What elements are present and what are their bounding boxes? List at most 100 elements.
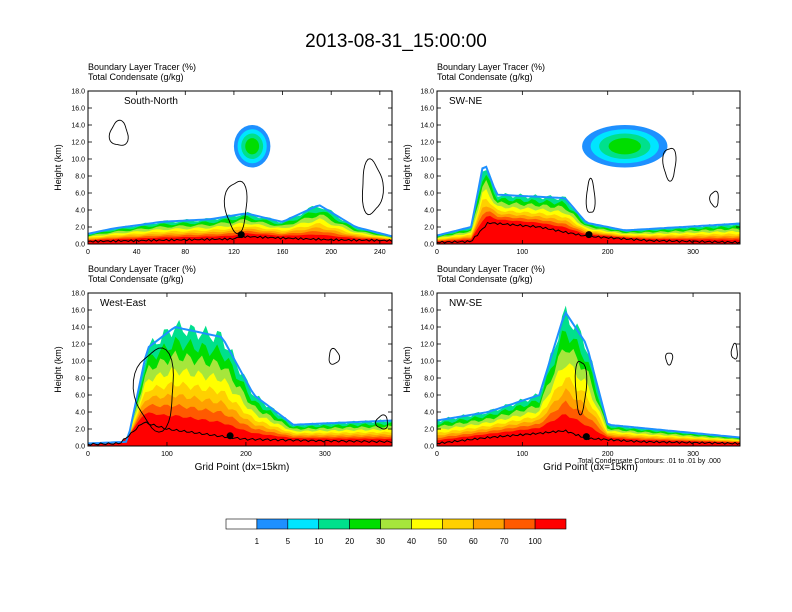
condensate-contour [665, 352, 674, 366]
panel-title-tracer: Boundary Layer Tracer (%) [88, 62, 197, 72]
colorbar-swatch [472, 518, 505, 530]
y-tick-label: 10.0 [71, 359, 85, 366]
y-tick-label: 12.0 [71, 140, 85, 147]
condensate-contour [328, 347, 341, 365]
panel-title-condensate: Total Condensate (g/kg) [88, 274, 184, 284]
colorbar-swatch [442, 518, 474, 530]
tracer-layer [437, 414, 740, 446]
panel-title-condensate: Total Condensate (g/kg) [88, 72, 184, 82]
colorbar-swatch [318, 518, 350, 530]
panel-title-tracer: Boundary Layer Tracer (%) [88, 264, 197, 274]
colorbar-swatch [349, 518, 381, 530]
terrain-line [87, 421, 393, 446]
tracer-layer [88, 412, 392, 446]
panel-label: NW-SE [449, 298, 482, 309]
y-tick-label: 14.0 [420, 123, 434, 130]
y-tick-label: 10.0 [420, 157, 434, 164]
location-marker [237, 231, 245, 239]
y-tick-label: 8.0 [75, 376, 85, 383]
x-tick-label: 240 [374, 249, 386, 256]
plot-frame [87, 90, 393, 245]
tracer-layer [437, 215, 740, 244]
colorbar-label: 20 [345, 537, 354, 546]
y-tick-label: 2.0 [424, 225, 434, 232]
y-tick-label: 6.0 [424, 393, 434, 400]
y-tick-label: 6.0 [75, 393, 85, 400]
condensate-contour [132, 347, 174, 433]
colorbar-swatch [256, 518, 289, 530]
colorbar-swatch [287, 518, 320, 530]
y-tick-label: 4.0 [75, 208, 85, 215]
condensate-contour [585, 177, 596, 213]
y-tick-label: 6.0 [424, 191, 434, 198]
y-tick-label: 2.0 [75, 225, 85, 232]
tracer-edge [436, 165, 741, 237]
colorbar-label: 50 [438, 537, 447, 546]
x-tick-label: 0 [435, 249, 439, 256]
y-axis-label: Height (km) [53, 144, 63, 191]
x-tick-label: 200 [602, 451, 614, 458]
x-tick-label: 0 [86, 249, 90, 256]
y-tick-label: 8.0 [424, 174, 434, 181]
x-tick-label: 300 [687, 451, 699, 458]
x-tick-label: 0 [86, 451, 90, 458]
condensate-contour [574, 360, 588, 416]
colorbar-swatch [534, 518, 567, 530]
y-tick-label: 10.0 [420, 359, 434, 366]
y-tick-label: 18.0 [71, 89, 85, 96]
tracer-upper-blob [245, 138, 260, 155]
x-tick-label: 120 [228, 249, 240, 256]
y-tick-label: 4.0 [424, 410, 434, 417]
x-tick-label: 40 [133, 249, 141, 256]
y-tick-label: 0.0 [75, 444, 85, 451]
x-tick-label: 0 [435, 451, 439, 458]
x-tick-label: 200 [602, 249, 614, 256]
terrain-line [436, 429, 741, 445]
x-tick-label: 100 [161, 451, 173, 458]
condensate-contour [709, 190, 719, 208]
y-tick-label: 0.0 [424, 444, 434, 451]
colorbar-label: 5 [286, 537, 291, 546]
tracer-edge [87, 204, 393, 238]
x-tick-label: 200 [325, 249, 337, 256]
figure-title: 2013-08-31_15:00:00 [305, 31, 487, 52]
x-tick-label: 300 [687, 249, 699, 256]
colorbar-swatch [225, 518, 258, 530]
location-marker [226, 432, 234, 440]
x-tick-label: 300 [319, 451, 331, 458]
y-tick-label: 16.0 [420, 308, 434, 315]
y-axis-label: Height (km) [402, 346, 412, 393]
location-marker [585, 231, 593, 239]
panel-title-condensate: Total Condensate (g/kg) [437, 274, 533, 284]
panel-title-sw-ne: Boundary Layer Tracer (%) Total Condensa… [437, 62, 545, 82]
y-tick-label: 18.0 [420, 291, 434, 298]
colorbar-label: 1 [255, 537, 260, 546]
y-tick-label: 12.0 [71, 342, 85, 349]
plot-frame [436, 90, 741, 245]
y-tick-label: 14.0 [71, 325, 85, 332]
plot-frame [436, 292, 741, 447]
y-tick-label: 6.0 [75, 191, 85, 198]
condensate-contour [361, 158, 384, 216]
x-axis-label: Grid Point (dx=15km) [543, 462, 638, 473]
panel-title-west-east: Boundary Layer Tracer (%) Total Condensa… [88, 264, 196, 284]
colorbar-label: 70 [500, 537, 509, 546]
panel-label: West-East [100, 298, 146, 309]
y-tick-label: 16.0 [71, 308, 85, 315]
location-marker [582, 433, 590, 441]
panel-label: South-North [124, 96, 178, 107]
y-tick-label: 16.0 [420, 106, 434, 113]
y-tick-label: 8.0 [75, 174, 85, 181]
x-tick-label: 200 [240, 451, 252, 458]
y-tick-label: 12.0 [420, 140, 434, 147]
condensate-contour [730, 342, 738, 360]
colorbar-label: 30 [376, 537, 385, 546]
y-axis-label: Height (km) [402, 144, 412, 191]
tracer-edge [436, 310, 741, 439]
plot-frame [87, 292, 393, 447]
panel-label: SW-NE [449, 96, 482, 107]
y-tick-label: 4.0 [75, 410, 85, 417]
panel-title-tracer: Boundary Layer Tracer (%) [437, 264, 546, 274]
